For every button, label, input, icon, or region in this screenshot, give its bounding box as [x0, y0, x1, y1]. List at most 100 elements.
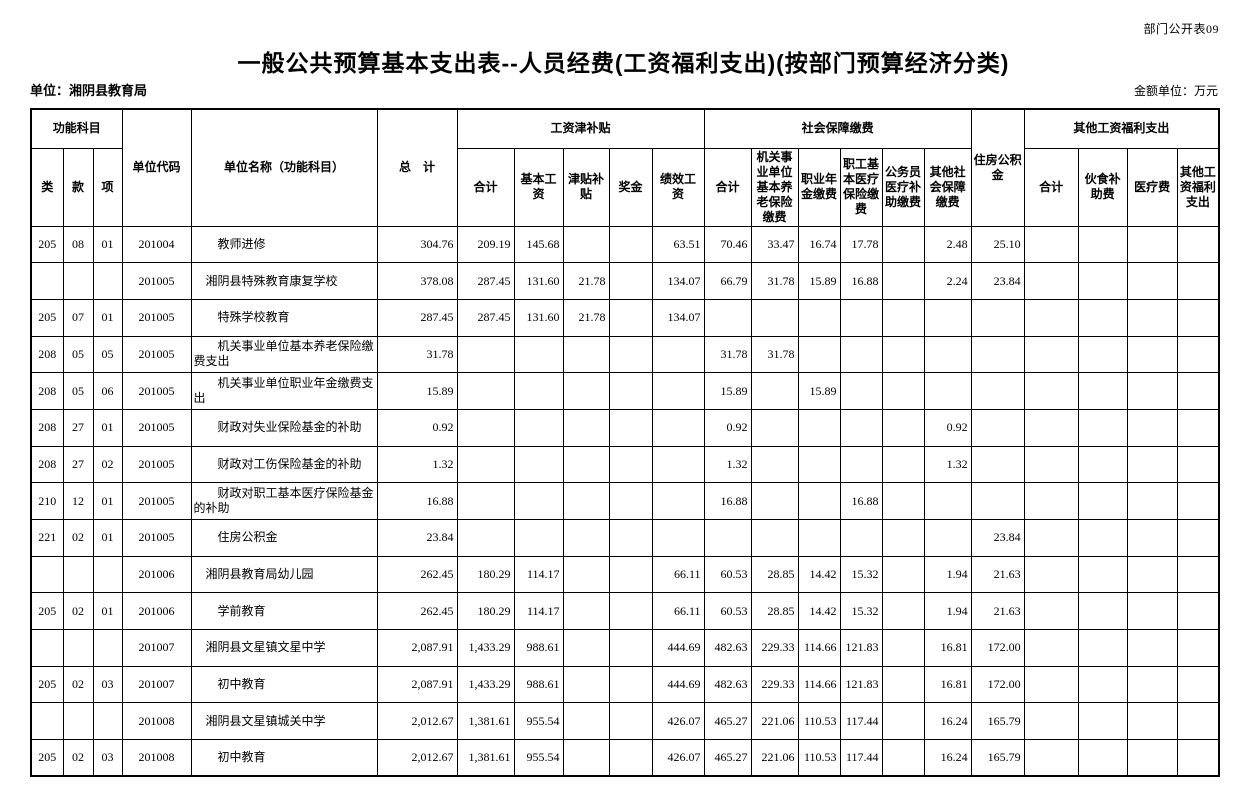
cell-other-total	[1023, 298, 1079, 337]
cell-occupational-annuity: 110.53	[797, 702, 841, 741]
col-group-salary: 工资津补贴	[456, 108, 705, 149]
cell-grand-total: 304.76	[376, 225, 458, 264]
cell-other-welfare	[1176, 702, 1220, 741]
unit-label: 单位：湘阴县教育局	[30, 83, 148, 98]
cell-item	[92, 555, 123, 594]
cell-salary-total	[456, 372, 515, 410]
cell-civil-servant-medical	[881, 665, 925, 704]
col-header-performance-wage: 绩效工资	[651, 147, 705, 227]
cell-grand-total: 2,087.91	[376, 665, 458, 704]
cell-grand-total: 23.84	[376, 519, 458, 557]
cell-occupational-annuity: 14.42	[797, 555, 841, 594]
cell-housing-fund: 23.84	[970, 262, 1025, 300]
cell-unit-name: 湘阴县教育局幼儿园	[190, 555, 378, 594]
cell-class: 210	[30, 482, 64, 520]
cell-other-total	[1023, 372, 1079, 410]
col-header-basic-wage: 基本工资	[513, 147, 564, 227]
cell-occupational-annuity: 15.89	[797, 372, 841, 410]
cell-meal-subsidy	[1077, 482, 1128, 520]
cell-allowance	[562, 592, 610, 631]
cell-allowance	[562, 739, 610, 777]
col-header-grand-total: 总 计	[376, 108, 458, 227]
cell-meal-subsidy	[1077, 225, 1128, 264]
cell-item: 01	[92, 592, 123, 631]
cell-other-welfare	[1176, 482, 1220, 520]
cell-class: 221	[30, 519, 64, 557]
cell-other-social: 16.24	[923, 702, 972, 741]
cell-basic-wage: 131.60	[513, 298, 564, 337]
cell-basic-wage	[513, 445, 564, 484]
cell-performance-wage	[651, 519, 705, 557]
cell-other-social: 2.24	[923, 262, 972, 300]
cell-medical-fee	[1126, 482, 1178, 520]
cell-unit-name: 教师进修	[190, 225, 378, 264]
cell-salary-total: 1,381.61	[456, 702, 515, 741]
cell-class	[30, 555, 64, 594]
cell-grand-total: 16.88	[376, 482, 458, 520]
cell-social-total	[703, 519, 752, 557]
cell-bonus	[608, 408, 653, 447]
cell-social-total: 482.63	[703, 629, 752, 667]
cell-pension	[750, 445, 799, 484]
cell-item: 03	[92, 665, 123, 704]
cell-allowance	[562, 519, 610, 557]
cell-unit-code: 201004	[121, 225, 192, 264]
cell-allowance	[562, 482, 610, 520]
cell-bonus	[608, 225, 653, 264]
cell-other-welfare	[1176, 739, 1220, 777]
cell-medical-insurance	[839, 298, 883, 337]
cell-meal-subsidy	[1077, 372, 1128, 410]
cell-civil-servant-medical	[881, 739, 925, 777]
table-row: 208 05 05 201005 机关事业单位基本养老保险缴费支出 31.78 31.78 3…	[30, 335, 1220, 374]
cell-grand-total: 2,087.91	[376, 629, 458, 667]
table-body: 205 08 01 201004 教师进修 304.76 209.19 145.68 63.51…	[30, 225, 1220, 777]
amount-unit-label: 金额单位：万元	[1133, 84, 1218, 98]
cell-salary-total: 209.19	[456, 225, 515, 264]
cell-item: 01	[92, 408, 123, 447]
cell-other-social: 2.48	[923, 225, 972, 264]
cell-other-total	[1023, 519, 1079, 557]
cell-other-total	[1023, 482, 1079, 520]
cell-bonus	[608, 262, 653, 300]
col-header-unit-code: 单位代码	[121, 108, 192, 227]
cell-unit-name: 财政对失业保险基金的补助	[190, 408, 378, 447]
cell-other-social: 16.81	[923, 629, 972, 667]
cell-meal-subsidy	[1077, 739, 1128, 777]
cell-performance-wage	[651, 408, 705, 447]
cell-other-total	[1023, 739, 1079, 777]
cell-grand-total: 2,012.67	[376, 739, 458, 777]
cell-medical-insurance: 117.44	[839, 739, 883, 777]
cell-civil-servant-medical	[881, 555, 925, 594]
cell-item: 02	[92, 445, 123, 484]
cell-housing-fund	[970, 445, 1025, 484]
cell-performance-wage: 426.07	[651, 702, 705, 741]
cell-housing-fund: 172.00	[970, 629, 1025, 667]
cell-unit-name: 湘阴县文星镇城关中学	[190, 702, 378, 741]
cell-medical-insurance	[839, 519, 883, 557]
cell-other-total	[1023, 408, 1079, 447]
table-row: 205 02 01 201006 学前教育 262.45 180.29 114.17 66.11…	[30, 592, 1220, 631]
cell-other-welfare	[1176, 665, 1220, 704]
cell-medical-insurance: 121.83	[839, 665, 883, 704]
cell-social-total: 60.53	[703, 555, 752, 594]
cell-occupational-annuity	[797, 335, 841, 374]
cell-allowance	[562, 445, 610, 484]
cell-salary-total	[456, 445, 515, 484]
cell-other-social	[923, 335, 972, 374]
cell-pension: 229.33	[750, 665, 799, 704]
cell-bonus	[608, 335, 653, 374]
cell-class: 205	[30, 298, 64, 337]
cell-section: 07	[62, 298, 94, 337]
cell-other-welfare	[1176, 555, 1220, 594]
cell-unit-code: 201005	[121, 408, 192, 447]
cell-other-welfare	[1176, 335, 1220, 374]
col-header-medical-fee: 医疗费	[1126, 147, 1178, 227]
cell-civil-servant-medical	[881, 482, 925, 520]
cell-other-total	[1023, 335, 1079, 374]
cell-occupational-annuity	[797, 445, 841, 484]
table-row: 201008 湘阴县文星镇城关中学 2,012.67 1,381.61 955.54 42…	[30, 702, 1220, 741]
cell-civil-servant-medical	[881, 445, 925, 484]
cell-grand-total: 378.08	[376, 262, 458, 300]
col-header-allowance: 津贴补贴	[562, 147, 610, 227]
